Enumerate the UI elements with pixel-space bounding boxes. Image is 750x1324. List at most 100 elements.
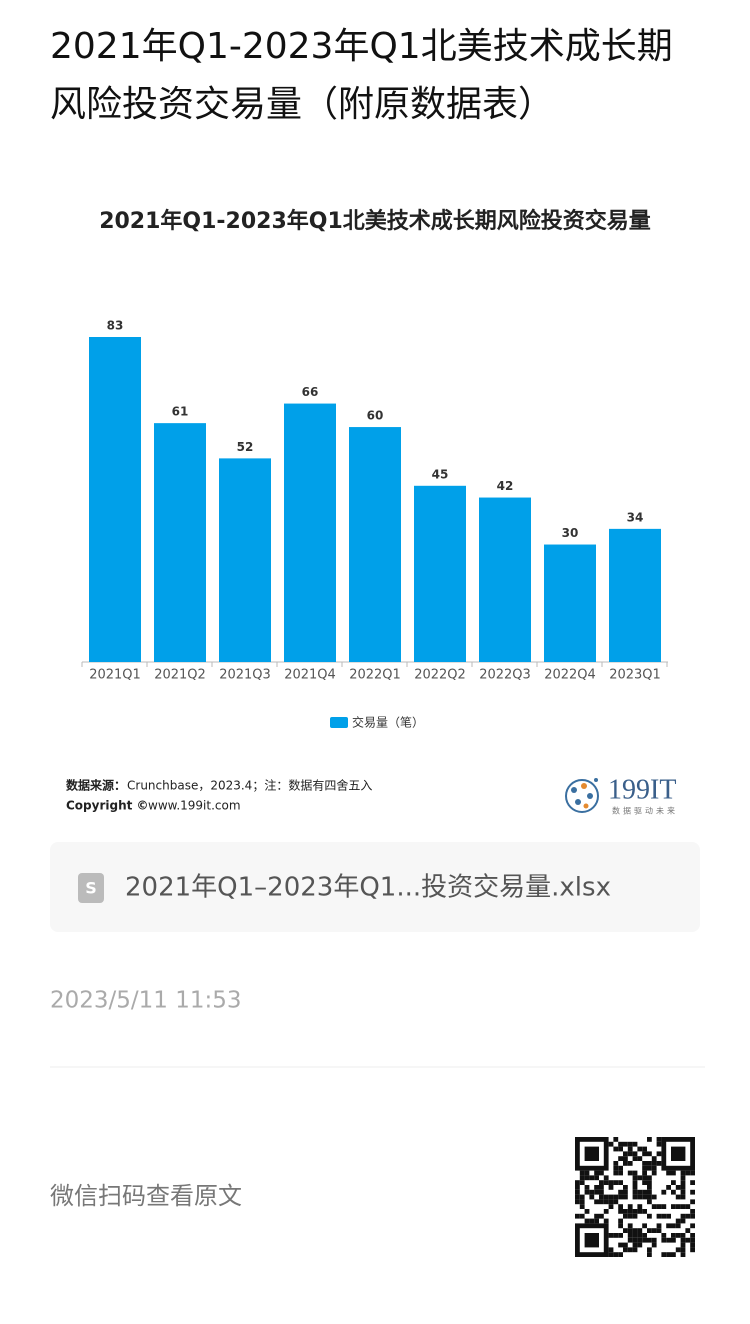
- x-tick-label: 2022Q1: [349, 668, 401, 683]
- qr-module: [656, 1204, 662, 1209]
- qr-module: [594, 1218, 599, 1224]
- qr-module: [623, 1228, 628, 1233]
- qr-module: [690, 1247, 695, 1253]
- qr-module: [647, 1137, 652, 1142]
- qr-module: [584, 1170, 590, 1176]
- qr-module: [623, 1213, 628, 1219]
- qr-module: [603, 1209, 609, 1214]
- qr-module: [608, 1194, 614, 1200]
- data-label: 52: [237, 440, 254, 454]
- qr-module: [647, 1161, 652, 1166]
- qr-module: [627, 1151, 633, 1157]
- qr-module: [661, 1213, 667, 1219]
- qr-module: [632, 1247, 638, 1253]
- qr-module: [637, 1209, 643, 1214]
- qr-module: [666, 1170, 671, 1176]
- qr-module: [632, 1242, 638, 1248]
- x-tick-label: 2021Q4: [284, 668, 336, 683]
- qr-module: [627, 1228, 633, 1233]
- qr-module: [647, 1165, 652, 1171]
- qr-module: [627, 1223, 633, 1229]
- x-tick-label: 2021Q3: [219, 668, 271, 683]
- qr-module: [603, 1218, 609, 1224]
- qr-module: [599, 1180, 604, 1185]
- qr-module: [613, 1252, 619, 1257]
- qr-module: [661, 1189, 667, 1195]
- qr-module: [647, 1237, 652, 1243]
- qr-module: [637, 1242, 643, 1248]
- qr-module: [613, 1137, 619, 1142]
- qr-module: [608, 1247, 614, 1253]
- qr-module: [690, 1180, 695, 1185]
- qr-module: [680, 1194, 686, 1200]
- qr-module: [647, 1180, 652, 1185]
- attachment-name[interactable]: 2021年Q1–2023年Q1...投资交易量.xlsx: [125, 873, 611, 903]
- qr-module: [647, 1189, 652, 1195]
- qr-module: [647, 1213, 652, 1219]
- qr-module: [680, 1189, 686, 1195]
- qr-module: [642, 1165, 647, 1171]
- qr-module: [651, 1194, 657, 1200]
- qr-module: [603, 1194, 609, 1200]
- qr-module: [603, 1180, 609, 1185]
- source: Crunchbase，2023.4；注：数据有四舍五入: [127, 778, 372, 793]
- qr-module: [594, 1170, 599, 1176]
- qr-module: [647, 1247, 652, 1253]
- qr-module: [623, 1151, 628, 1157]
- qr-module: [618, 1252, 623, 1257]
- qr-module: [685, 1237, 691, 1243]
- qr-module: [647, 1252, 652, 1257]
- qr-module: [671, 1180, 676, 1185]
- qr-module: [690, 1242, 695, 1248]
- qr-module: [594, 1175, 599, 1181]
- qr-module: [666, 1252, 671, 1257]
- qr-module: [603, 1199, 609, 1205]
- qr-finder: [575, 1137, 609, 1171]
- qr-module: [623, 1247, 628, 1253]
- qr-module: [608, 1204, 614, 1209]
- x-tick-label: 2023Q1: [609, 668, 661, 683]
- qr-module: [656, 1228, 662, 1233]
- qr-module: [632, 1237, 638, 1243]
- qr-module: [666, 1185, 671, 1190]
- bar: [89, 337, 141, 662]
- qr-module: [613, 1199, 619, 1205]
- qr-module: [618, 1146, 623, 1152]
- copyright-label: Copyright ©: [66, 799, 149, 813]
- qr-module: [690, 1209, 695, 1214]
- qr-finder: [575, 1223, 609, 1258]
- qr-module: [575, 1185, 580, 1190]
- qr-module: [642, 1189, 647, 1195]
- qr-module: [661, 1204, 667, 1209]
- qr-module: [623, 1242, 628, 1248]
- qr-module: [642, 1151, 647, 1157]
- qr-module: [613, 1170, 619, 1176]
- qr-module: [632, 1151, 638, 1157]
- qr-module: [589, 1194, 595, 1200]
- attachment-card[interactable]: [50, 842, 700, 932]
- qr-module: [627, 1209, 633, 1214]
- qr-module: [618, 1180, 623, 1185]
- qr-module: [579, 1175, 585, 1181]
- legend-label: 交易量（笔）: [352, 715, 424, 730]
- qr-module: [632, 1141, 638, 1147]
- qr-module: [584, 1189, 590, 1195]
- qr-module: [584, 1175, 590, 1181]
- qr-module: [579, 1213, 585, 1219]
- qr-module: [627, 1237, 633, 1243]
- qr-module: [579, 1194, 585, 1200]
- qr-module: [642, 1161, 647, 1166]
- bar: [544, 544, 596, 662]
- qr-module: [675, 1233, 681, 1238]
- qr-module: [671, 1170, 676, 1176]
- qr-module: [685, 1213, 691, 1219]
- qr-finder-core: [584, 1233, 599, 1248]
- qr-module: [632, 1213, 638, 1219]
- data-label: 30: [562, 526, 579, 540]
- qr-module: [675, 1223, 681, 1229]
- qr-module: [627, 1247, 633, 1253]
- qr-module: [627, 1233, 633, 1238]
- bar: [284, 403, 336, 662]
- x-tick-label: 2021Q2: [154, 668, 206, 683]
